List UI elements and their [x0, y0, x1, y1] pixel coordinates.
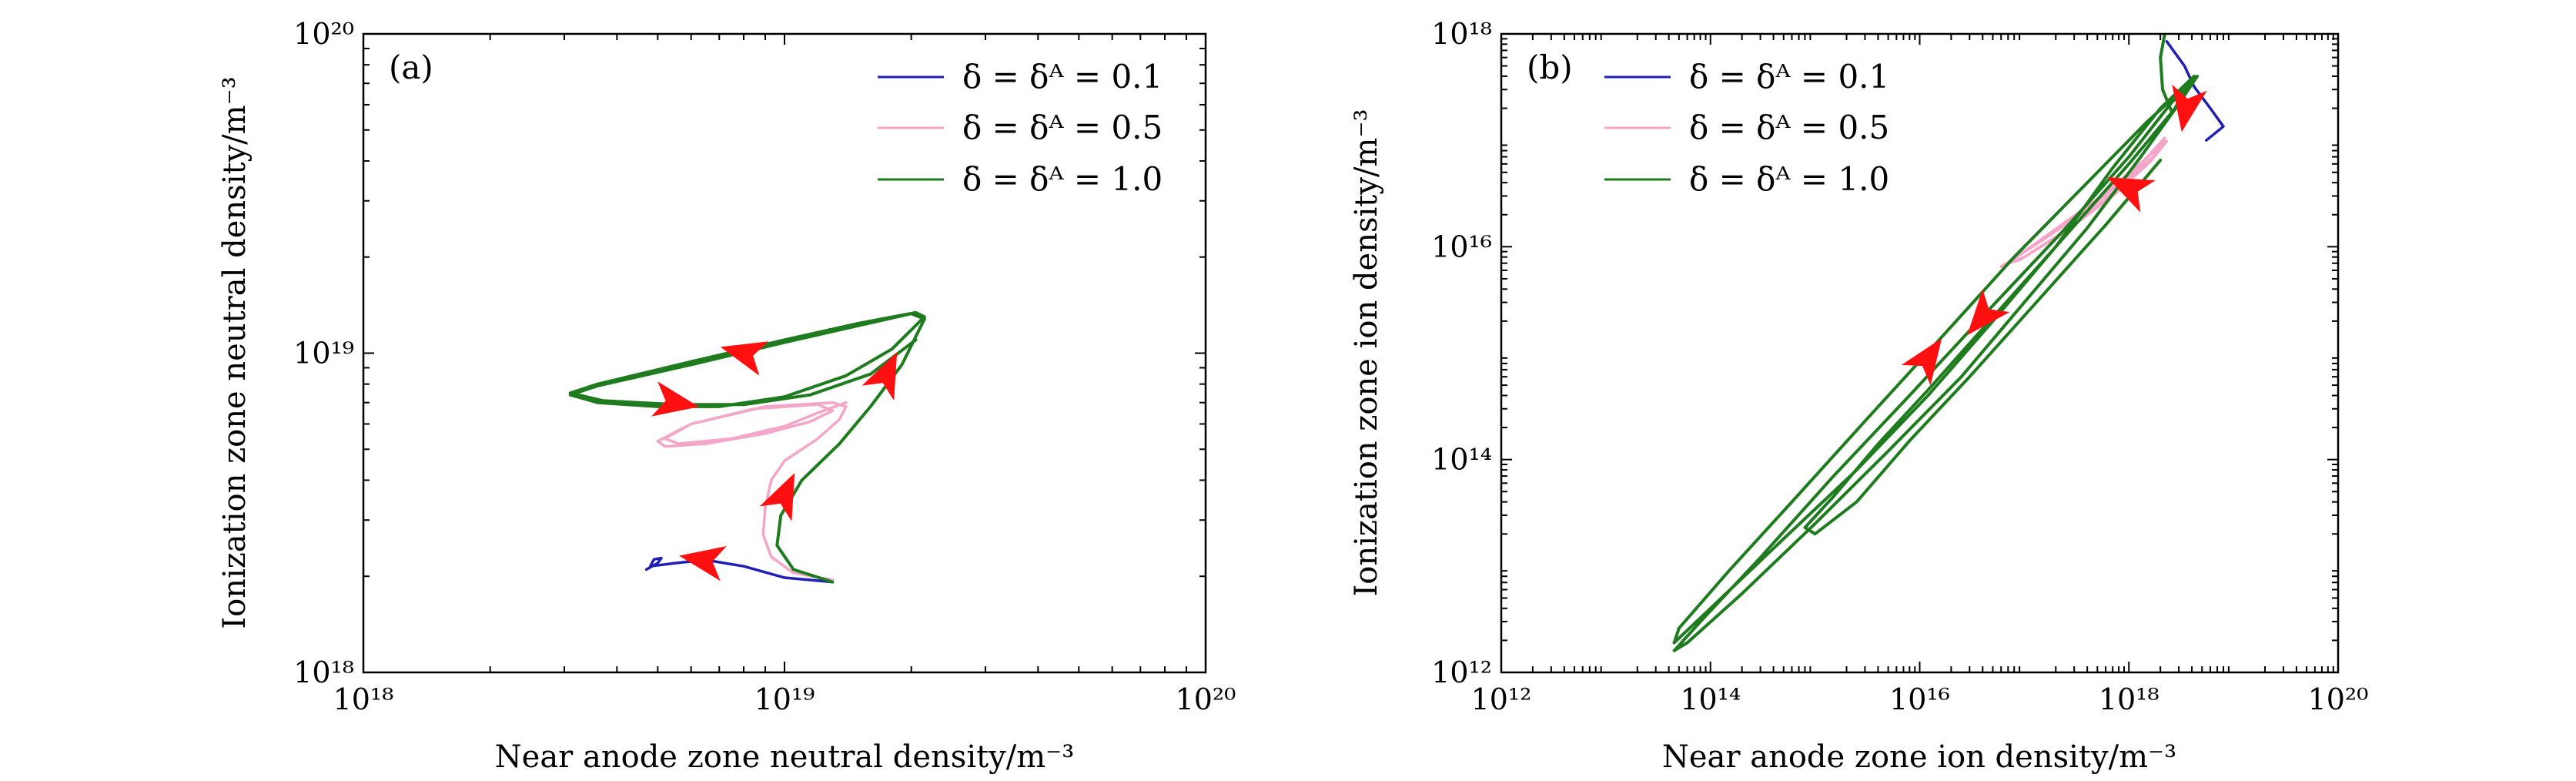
x-tick-label-b-1: 10¹⁴: [1680, 682, 1741, 716]
series-line-b-0: [2165, 40, 2225, 142]
x-tick-label-b-2: 10¹⁶: [1889, 682, 1950, 716]
direction-arrow-b-2: [2106, 177, 2156, 213]
panel-b: 10¹² 10¹⁴ 10¹⁶ 10¹⁸ 10²⁰ 10¹² 10¹⁴ 10¹⁶ 10¹⁸ (b)…: [1349, 17, 2368, 775]
x-tick-label-b-4: 10²⁰: [2308, 682, 2369, 716]
x-tick-label-a-2: 10²⁰: [1176, 682, 1236, 716]
y-tick-label-b-1: 10¹⁴: [1431, 443, 1492, 477]
legend-label-a-2: δ = δᴬ = 1.0: [962, 160, 1163, 198]
x-tick-label-a-0: 10¹⁸: [333, 682, 394, 716]
series-line-a-1: [656, 401, 848, 582]
legend-label-a-0: δ = δᴬ = 0.1: [962, 58, 1163, 96]
plot-area-a: [568, 310, 926, 584]
series-line-a-0: [644, 556, 835, 584]
direction-arrow-b-1: [1967, 289, 2010, 336]
y-tick-label-b-0: 10¹²: [1431, 655, 1492, 689]
direction-arrow-a-1: [759, 472, 795, 521]
x-tick-label-a-1: 10¹⁹: [754, 682, 815, 716]
plot-area-b: [1672, 34, 2225, 652]
legend-a: δ = δᴬ = 0.1 δ = δᴬ = 0.5 δ = δᴬ = 1.0: [878, 58, 1163, 198]
series-layer-b: [1672, 34, 2225, 652]
arrow-layer-a: [651, 341, 898, 582]
legend-label-b-0: δ = δᴬ = 0.1: [1689, 58, 1889, 96]
panel-label-b: (b): [1527, 49, 1573, 86]
x-axis-label-b: Near anode zone ion density/m⁻³: [1662, 739, 2176, 775]
x-axis-label-a: Near anode zone neutral density/m⁻³: [495, 739, 1075, 775]
legend-label-a-1: δ = δᴬ = 0.5: [962, 109, 1163, 146]
direction-arrow-b-3: [2172, 84, 2207, 132]
y-tick-label-a-0: 10¹⁸: [293, 655, 354, 689]
legend-label-b-1: δ = δᴬ = 0.5: [1689, 109, 1889, 146]
y-tick-label-b-3: 10¹⁸: [1431, 17, 1492, 51]
legend-b: δ = δᴬ = 0.1 δ = δᴬ = 0.5 δ = δᴬ = 1.0: [1604, 58, 1889, 198]
y-tick-label-b-2: 10¹⁶: [1431, 230, 1492, 263]
y-tick-label-a-2: 10²⁰: [293, 17, 354, 51]
arrow-layer-b: [1901, 84, 2207, 386]
x-tick-label-b-3: 10¹⁸: [2099, 682, 2159, 716]
direction-arrow-a-0: [679, 546, 727, 582]
panel-a: 10¹⁸ 10¹⁹ 10²⁰ 10¹⁸ 10¹⁹ 10²⁰ (a) Near anode …: [217, 17, 1236, 775]
legend-label-b-2: δ = δᴬ = 1.0: [1689, 160, 1889, 198]
direction-arrow-a-2: [861, 352, 898, 401]
series-line-b-2: [1672, 34, 2199, 652]
tick-layer-b: 10¹² 10¹⁴ 10¹⁶ 10¹⁸ 10²⁰ 10¹² 10¹⁴ 10¹⁶ 10¹⁸: [1431, 17, 2368, 716]
x-tick-label-b-0: 10¹²: [1471, 682, 1532, 716]
direction-arrow-a-3: [720, 341, 769, 376]
direction-arrow-b-0: [1901, 338, 1942, 386]
tick-layer-a: 10¹⁸ 10¹⁹ 10²⁰ 10¹⁸ 10¹⁹ 10²⁰: [293, 17, 1236, 716]
y-axis-label-b: Ionization zone ion density/m⁻³: [1349, 109, 1384, 596]
y-axis-label-a: Ionization zone neutral density/m⁻³: [217, 76, 253, 628]
y-tick-label-a-1: 10¹⁹: [293, 337, 354, 370]
direction-arrow-a-4: [651, 381, 699, 417]
panel-label-a: (a): [389, 49, 433, 86]
